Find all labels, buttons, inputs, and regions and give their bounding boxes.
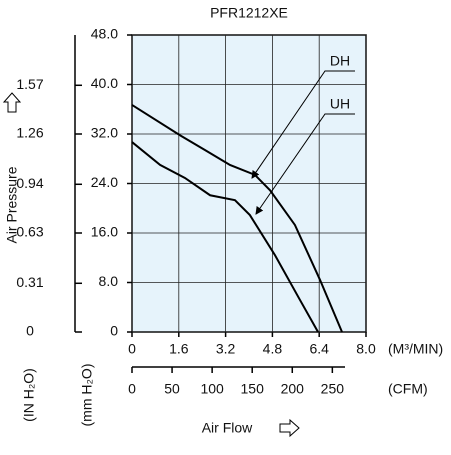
up-arrow-icon [2, 92, 22, 113]
y-tick-label: 0 [110, 323, 118, 339]
chart-title: PFR1212XE [210, 5, 288, 21]
series-label: UH [330, 96, 350, 112]
x-tick-label: 3.2 [216, 341, 236, 357]
x2-tick-label: 100 [200, 381, 224, 397]
leader-line [255, 113, 355, 215]
x2-unit: (CFM) [388, 381, 428, 397]
x2-tick-label: 250 [321, 381, 345, 397]
y-tick-label: 16.0 [91, 224, 118, 240]
y2-tick-label: 0.31 [16, 274, 43, 290]
y-tick-label: 32.0 [91, 125, 118, 141]
y2-tick-label: 0.94 [16, 175, 43, 191]
x-tick-label: 1.6 [169, 341, 189, 357]
x-tick-label: 4.8 [263, 341, 283, 357]
y-tick-label: 24.0 [91, 174, 118, 190]
y-tick-label: 48.0 [91, 26, 118, 42]
x2-tick-label: 150 [241, 381, 265, 397]
x2-tick-label: 200 [281, 381, 305, 397]
y-tick-label: 8.0 [99, 273, 119, 289]
x-unit: (M³/MIN) [388, 341, 443, 357]
y-unit: (mm H₂O) [79, 364, 95, 427]
leader-line [251, 70, 355, 179]
y2-tick-label: 0.63 [16, 224, 43, 240]
x-tick-label: 0 [128, 341, 136, 357]
right-arrow-icon [279, 418, 300, 438]
x-tick-label: 6.4 [309, 341, 329, 357]
y2-tick-label: 0 [26, 323, 34, 339]
y2-tick-label: 1.26 [16, 125, 43, 141]
x2-tick-label: 50 [164, 381, 180, 397]
y-tick-label: 40.0 [91, 75, 118, 91]
y2-unit: (IN H₂O) [21, 368, 37, 422]
y2-tick-label: 1.57 [16, 76, 43, 92]
x-tick-label: 8.0 [356, 341, 376, 357]
x-axis-label: Air Flow [202, 420, 253, 436]
x2-tick-label: 0 [128, 381, 136, 397]
line-series [131, 141, 319, 333]
y-axis-label: Air Pressure [4, 166, 20, 243]
series-label: DH [330, 53, 350, 69]
